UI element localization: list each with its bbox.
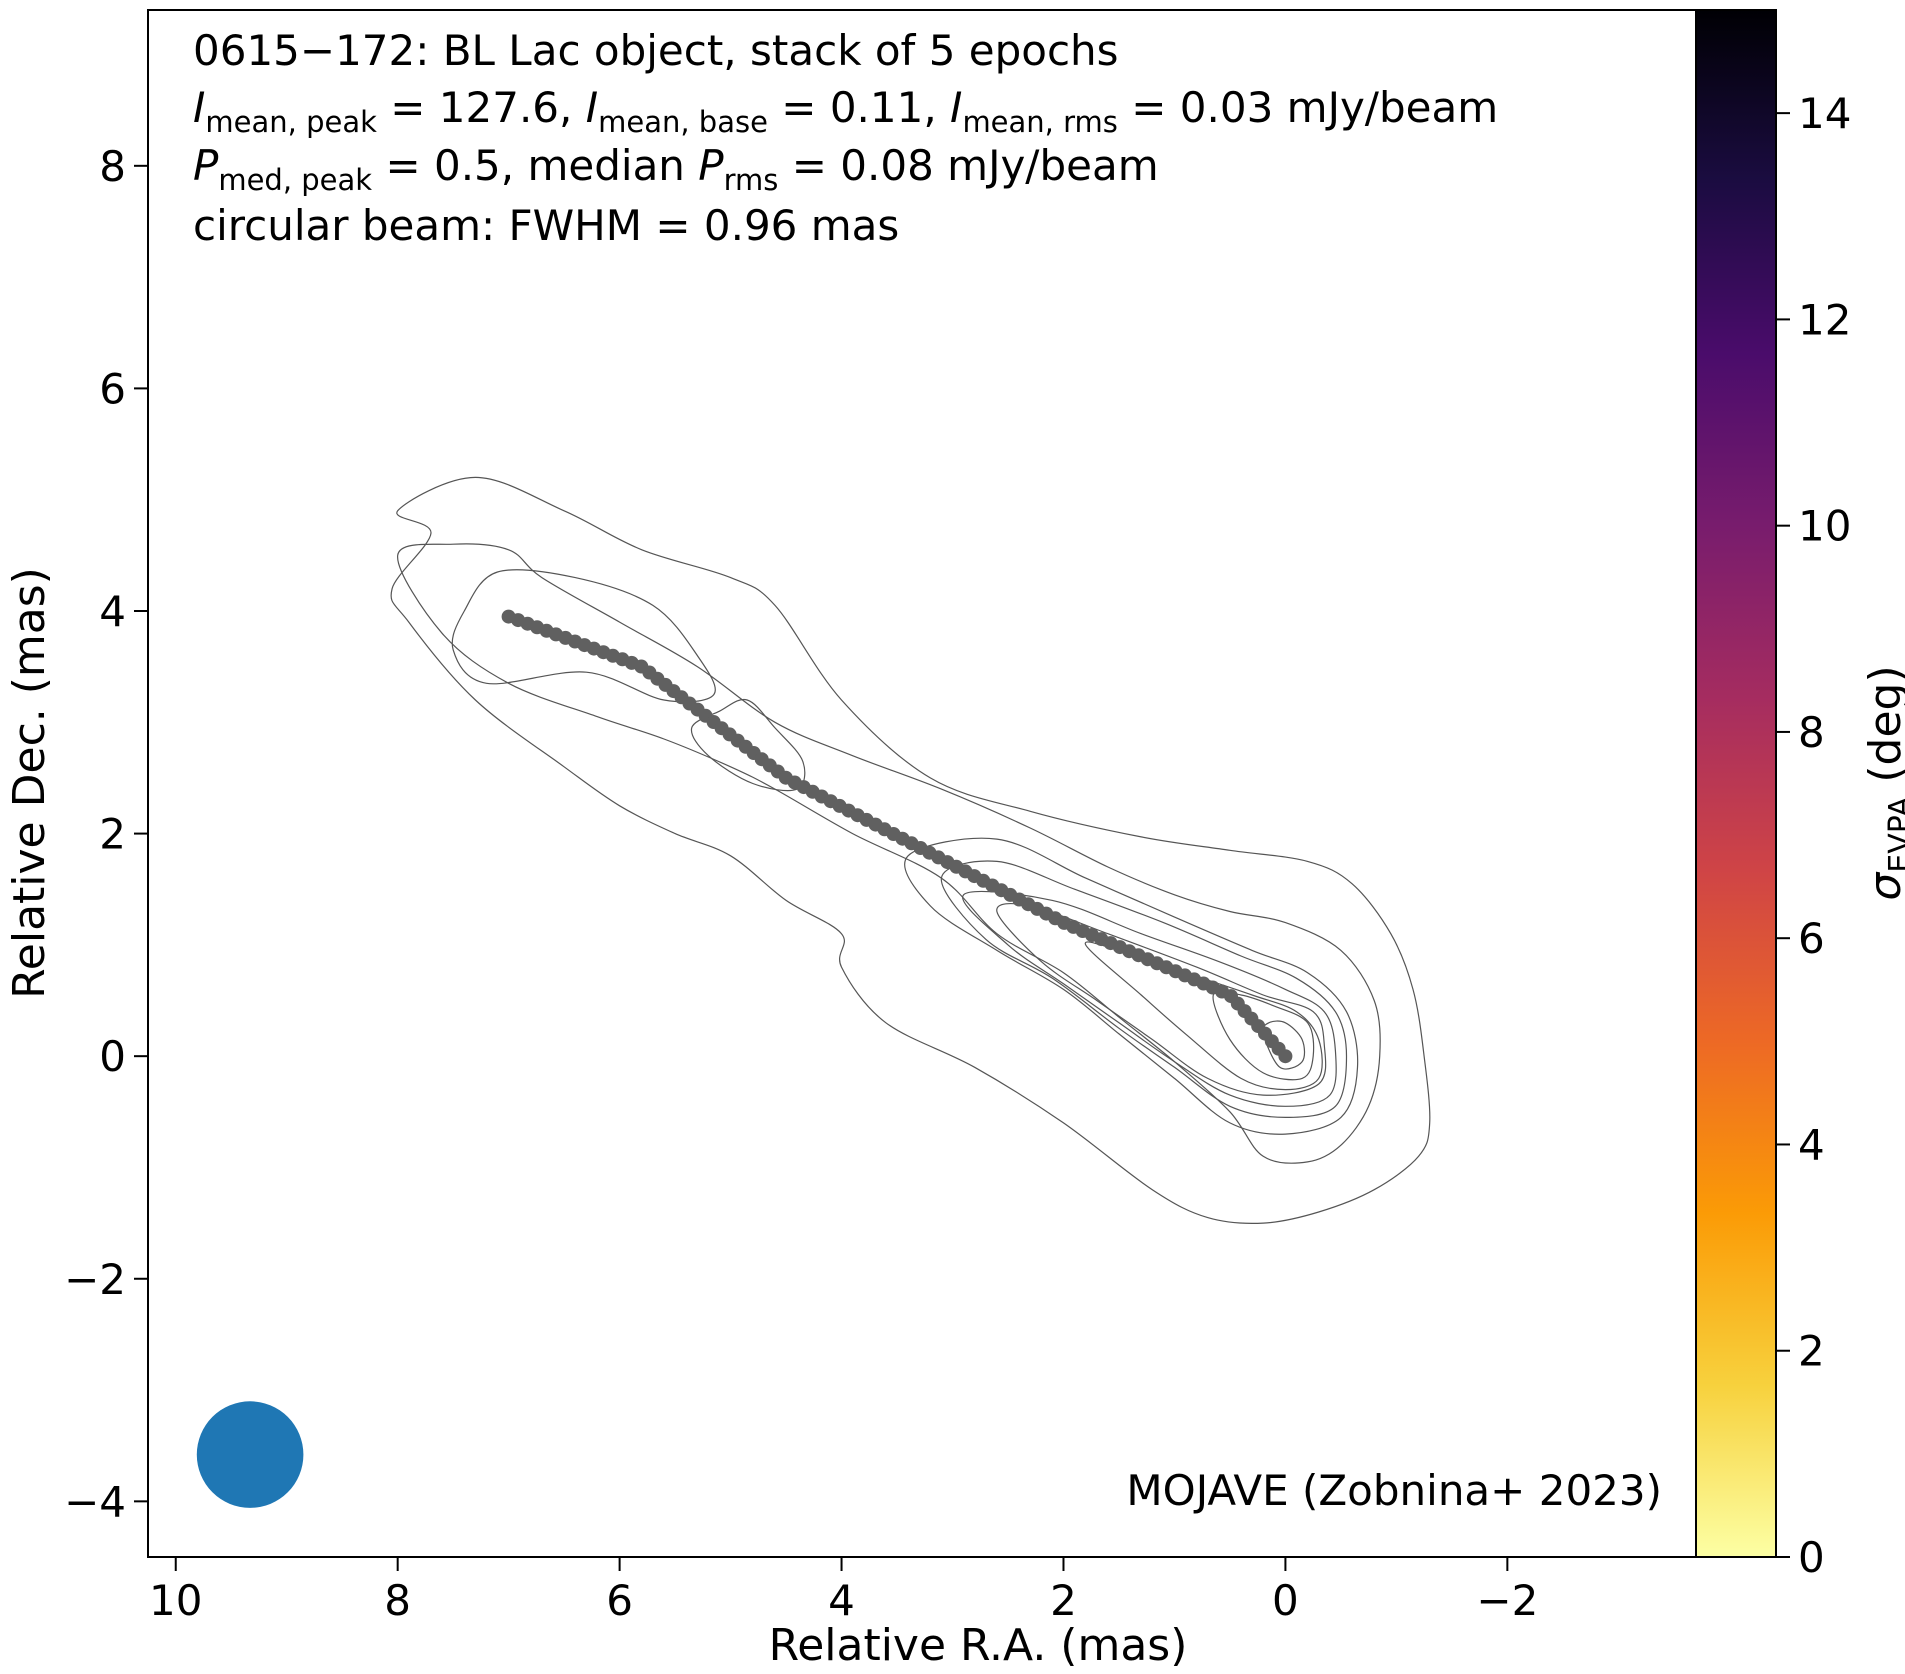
contour-level-3 bbox=[451, 569, 716, 703]
colorbar-tick-label: 14 bbox=[1798, 89, 1851, 138]
contour-level-2 bbox=[397, 543, 1381, 1164]
x-tick-label: 10 bbox=[149, 1576, 202, 1625]
colorbar-label: σEVPA (deg) bbox=[1860, 665, 1905, 900]
colorbar-tick-label: 2 bbox=[1798, 1327, 1825, 1376]
contour-level-8 bbox=[996, 902, 1327, 1096]
contour-level-11 bbox=[1262, 1020, 1306, 1070]
y-tick-label: 6 bbox=[99, 364, 126, 413]
y-tick-label: 8 bbox=[99, 142, 126, 191]
plot-background bbox=[148, 10, 1696, 1557]
ridgeline-layer bbox=[501, 609, 1293, 1064]
x-axis: 10 8 6 4 2 0 −2 bbox=[149, 1557, 1538, 1625]
y-axis-label: Relative Dec. (mas) bbox=[4, 567, 55, 999]
header-line-4: circular beam: FWHM = 0.96 mas bbox=[193, 201, 899, 250]
contour-layer bbox=[390, 476, 1431, 1224]
colorbar-tick-label: 0 bbox=[1798, 1533, 1825, 1582]
y-tick-label: −2 bbox=[64, 1255, 126, 1304]
x-axis-label: Relative R.A. (mas) bbox=[769, 1620, 1188, 1671]
credit-label: MOJAVE (Zobnina+ 2023) bbox=[1126, 1466, 1662, 1515]
beam-ellipse bbox=[196, 1401, 304, 1508]
y-tick-label: −4 bbox=[64, 1477, 126, 1526]
x-tick-label: 2 bbox=[1050, 1576, 1077, 1625]
colorbar-tick-label: 8 bbox=[1798, 708, 1825, 757]
contour-level-5 bbox=[904, 837, 1359, 1135]
y-tick-label: 0 bbox=[99, 1032, 126, 1081]
colorbar-ticks: 0 2 4 6 8 10 12 14 bbox=[1776, 89, 1851, 1582]
x-tick-label: 6 bbox=[606, 1576, 633, 1625]
colorbar-tick-label: 4 bbox=[1798, 1120, 1825, 1169]
x-tick-label: 8 bbox=[384, 1576, 411, 1625]
colorbar-tick-label: 12 bbox=[1798, 295, 1851, 344]
y-tick-label: 4 bbox=[99, 587, 126, 636]
header-annotation: 0615−172: BL Lac object, stack of 5 epoc… bbox=[193, 26, 1498, 250]
contour-level-7 bbox=[962, 890, 1337, 1107]
x-tick-label: 0 bbox=[1272, 1576, 1299, 1625]
contour-level-1 bbox=[390, 476, 1431, 1224]
contour-level-6 bbox=[940, 860, 1348, 1119]
header-line-2: Imean, peak = 127.6, Imean, base = 0.11,… bbox=[193, 83, 1498, 139]
colorbar bbox=[1695, 9, 1777, 1558]
x-tick-label: 4 bbox=[828, 1576, 855, 1625]
beam-layer bbox=[196, 1401, 304, 1508]
contour-level-10 bbox=[1212, 990, 1315, 1081]
x-tick-label: −2 bbox=[1476, 1576, 1538, 1625]
header-line-3: Pmed, peak = 0.5, median Prms = 0.08 mJy… bbox=[193, 141, 1159, 197]
y-tick-label: 2 bbox=[99, 810, 126, 859]
y-axis: −4 −2 0 2 4 6 8 bbox=[64, 142, 148, 1526]
colorbar-tick-label: 10 bbox=[1798, 502, 1851, 551]
header-line-1: 0615−172: BL Lac object, stack of 5 epoc… bbox=[193, 26, 1119, 75]
colorbar-tick-label: 6 bbox=[1798, 914, 1825, 963]
ridgeline-point bbox=[1278, 1049, 1293, 1064]
